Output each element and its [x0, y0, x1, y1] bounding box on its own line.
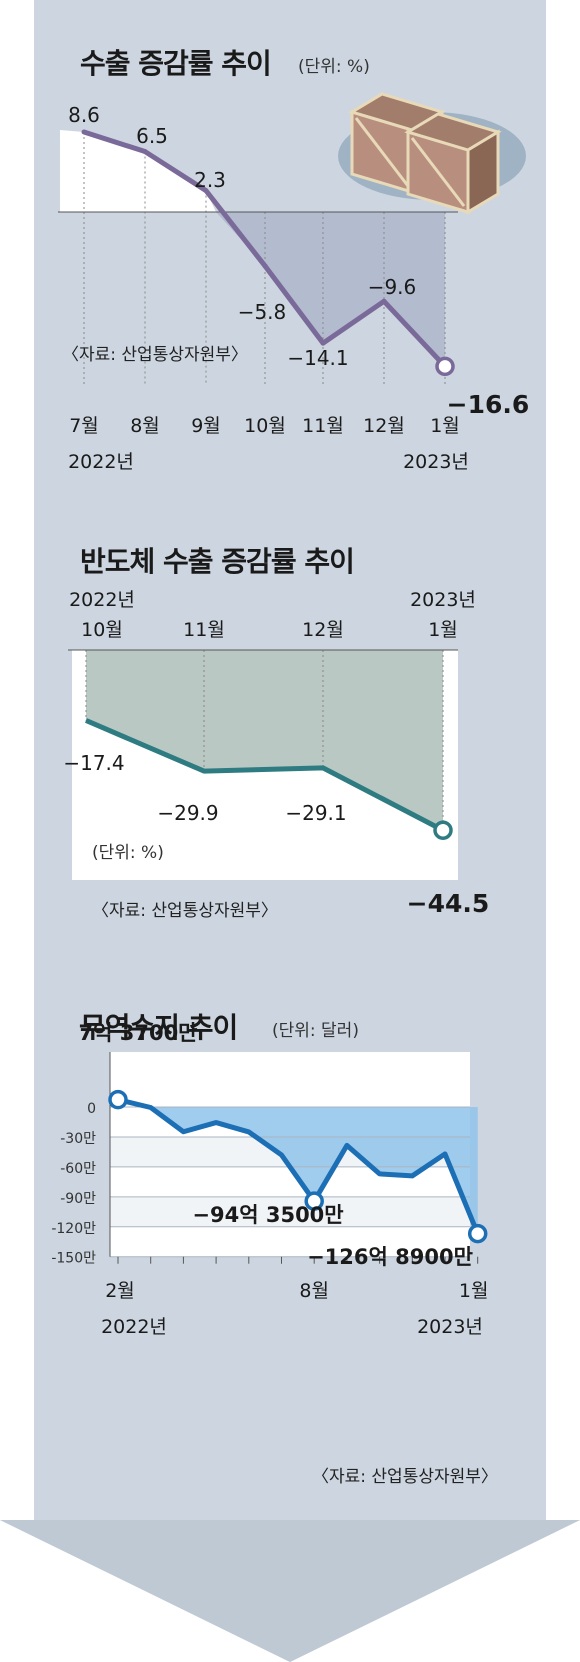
trade-top-band — [110, 1052, 470, 1107]
export-value-label: −5.8 — [238, 300, 287, 324]
semi-value-label: −17.4 — [63, 751, 124, 775]
semi-value-label: −44.5 — [407, 889, 490, 918]
trade-y-tick-label: -150만 — [51, 1251, 96, 1267]
semi-series-line — [85, 718, 445, 833]
trade-series-line — [117, 1097, 481, 1235]
export-value-label: 8.6 — [68, 103, 100, 127]
trade-grid-band — [110, 1226, 470, 1257]
export-data-point — [203, 188, 209, 194]
export-positive-area — [60, 130, 216, 212]
semi-end-marker — [433, 820, 453, 840]
semi-negative-area — [86, 650, 443, 831]
export-value-label: −16.6 — [447, 390, 530, 419]
export-value-label: −9.6 — [368, 275, 417, 299]
arrow-head — [0, 1520, 580, 1662]
export-x-tick-label: 1월 — [430, 415, 460, 437]
export-chart-unit: (단위: %) — [298, 57, 370, 77]
export-x-tick-label: 12월 — [363, 415, 405, 437]
export-year-label: 2022년 — [68, 451, 134, 473]
trade-x-tick-label: 8월 — [299, 1280, 329, 1302]
export-x-tick-label: 10월 — [244, 415, 286, 437]
trade-x-tick-label: 2월 — [105, 1280, 135, 1302]
export-data-point — [381, 298, 387, 304]
export-x-tick-label: 11월 — [302, 415, 344, 437]
trade-x-tick-label: 1월 — [459, 1280, 489, 1302]
trade-balance-chart: 0 -30만 -60만 -90만 -120만 -150만 7억 3700만 −94억 3500… — [51, 1021, 489, 1338]
cargo-boxes-icon — [338, 92, 526, 215]
export-x-tick-label: 9월 — [191, 415, 221, 437]
semi-value-label: −29.1 — [285, 801, 346, 825]
export-data-point — [262, 263, 268, 269]
export-data-point — [142, 149, 148, 155]
trade-year-label: 2023년 — [417, 1316, 483, 1338]
export-end-marker — [435, 356, 455, 377]
export-growth-chart: 8.6 6.5 2.3 −5.8−14.1 −9.6 −16.6 7월 8월 9월 10월 11월 1… — [58, 92, 530, 473]
crate-brace — [354, 117, 410, 187]
trade-y-tick-label: -120만 — [51, 1221, 96, 1237]
crate-side — [466, 129, 500, 215]
export-data-point — [320, 340, 326, 346]
semi-year-label: 2022년 — [69, 589, 135, 611]
trade-year-label: 2022년 — [101, 1316, 167, 1338]
export-value-label: 6.5 — [136, 124, 168, 148]
semi-chart-title: 반도체 수출 증감률 추이 — [80, 545, 355, 578]
export-x-tick-label: 7월 — [69, 415, 99, 437]
trade-annotation: −126억 8900만 — [307, 1245, 473, 1269]
trade-annotation: 7억 3700만 — [78, 1021, 197, 1045]
trade-highlight-marker — [467, 1223, 488, 1244]
trade-chart-title: 무역수지 추이 — [80, 1011, 238, 1044]
semi-x-tick-label: 11월 — [183, 619, 225, 641]
export-value-label: 2.3 — [194, 168, 226, 192]
semi-year-label: 2023년 — [410, 589, 476, 611]
export-chart-title: 수출 증감률 추이 — [80, 47, 272, 80]
semi-x-tick-label: 1월 — [428, 619, 458, 641]
trade-grid-band — [110, 1196, 470, 1227]
trade-y-tick-label: 0 — [87, 1101, 96, 1117]
trade-chart-unit: (단위: 달러) — [272, 1021, 359, 1041]
trade-chart-source: 〈자료: 산업통상자원부〉 — [312, 1467, 498, 1487]
trade-annotation: −94억 3500만 — [192, 1203, 343, 1227]
trade-deficit-area — [118, 1107, 478, 1234]
trade-y-tick-label: -60만 — [60, 1161, 96, 1177]
export-negative-area — [216, 212, 445, 367]
export-value-label: −14.1 — [287, 346, 348, 370]
export-chart-source: 〈자료: 산업통상자원부〉 — [62, 345, 248, 365]
semi-chart-unit: (단위: %) — [92, 843, 164, 863]
trade-highlight-marker — [304, 1191, 324, 1211]
trade-y-tick-label: -30만 — [60, 1131, 96, 1147]
semi-x-tick-label: 12월 — [302, 619, 344, 641]
semi-x-tick-label: 10월 — [81, 619, 123, 641]
export-data-point — [81, 129, 87, 135]
semi-chart-source: 〈자료: 산업통상자원부〉 — [92, 901, 278, 921]
trade-highlight-marker — [108, 1089, 128, 1110]
crate-brace — [410, 137, 466, 207]
semiconductor-export-chart: −17.4 −29.9 −29.1 −44.5 10월 11월 12월 1월 2022년 2023… — [63, 589, 490, 918]
semi-value-label: −29.9 — [157, 801, 218, 825]
export-year-label: 2023년 — [403, 451, 469, 473]
export-x-tick-label: 8월 — [130, 415, 160, 437]
trade-y-tick-label: -90만 — [60, 1191, 96, 1207]
